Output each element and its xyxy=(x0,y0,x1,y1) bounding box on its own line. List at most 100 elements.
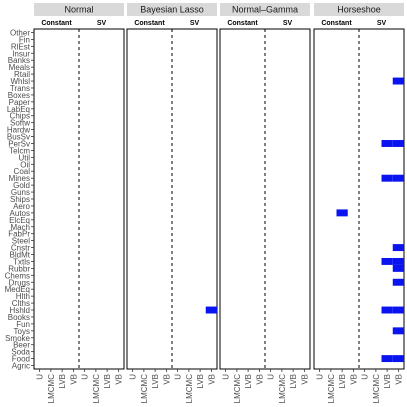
heatmap-cell xyxy=(392,306,404,314)
y-tick-label: Rtail xyxy=(14,70,30,79)
y-tick-label: FabPr xyxy=(8,230,30,239)
x-tick-label: LVB xyxy=(383,374,392,389)
y-tick-label: Fun xyxy=(16,320,30,329)
x-tick-label: U xyxy=(36,374,45,380)
subfacet-label-sv: SV xyxy=(377,20,387,27)
y-tick-label: Fin xyxy=(19,35,30,44)
x-tick-label: VB xyxy=(394,374,403,385)
x-tick-label: VB xyxy=(162,374,171,385)
heatmap-cell xyxy=(392,257,404,265)
heatmap-cell xyxy=(392,355,404,363)
y-tick-label: Meals xyxy=(9,63,30,72)
x-tick-label: LMCMC xyxy=(92,374,101,404)
y-tick-label: Chips xyxy=(10,112,30,121)
y-tick-label: Clths xyxy=(12,299,30,308)
subfacet-strip xyxy=(314,16,404,29)
facet-strip xyxy=(34,3,124,16)
x-tick-label: U xyxy=(129,374,138,380)
facet-strip xyxy=(127,3,217,16)
y-tick-label: Chems xyxy=(5,271,30,280)
x-tick-label: LMCMC xyxy=(327,374,336,404)
x-tick-label: U xyxy=(361,374,370,380)
x-tick-label: U xyxy=(316,374,325,380)
y-tick-label: Hshld xyxy=(10,306,30,315)
y-tick-label: Mach xyxy=(10,223,30,232)
y-tick-label: Txtls xyxy=(13,257,30,266)
y-tick-label: Gold xyxy=(13,181,30,190)
x-tick-label: U xyxy=(81,374,90,380)
y-tick-label: LabEq xyxy=(7,105,30,114)
y-tick-label: Books xyxy=(8,313,30,322)
heatmap-cell xyxy=(392,140,404,147)
y-tick-label: BusSv xyxy=(7,133,30,142)
y-tick-label: Smoke xyxy=(5,334,30,343)
facet-strip xyxy=(314,3,404,16)
x-tick-label: LVB xyxy=(103,374,112,389)
x-tick-label: VB xyxy=(69,374,78,385)
x-tick-label: LVB xyxy=(196,374,205,389)
y-tick-label: Boxes xyxy=(8,91,30,100)
facet-label: Bayesian Lasso xyxy=(140,5,204,15)
y-tick-label: Insur xyxy=(12,49,30,58)
y-tick-label: Toys xyxy=(14,327,30,336)
heatmap-cell xyxy=(381,140,393,147)
x-tick-label: LMCMC xyxy=(278,374,287,404)
facet-label: Normal–Gamma xyxy=(232,5,298,15)
y-tick-label: Util xyxy=(18,153,30,162)
subfacet-strip xyxy=(34,16,124,29)
facet-strip xyxy=(220,3,310,16)
y-tick-label: RlEst xyxy=(11,42,31,51)
y-tick-label: Other xyxy=(10,28,30,37)
facet-label: Horseshoe xyxy=(337,5,381,15)
y-tick-label: Oil xyxy=(20,160,30,169)
y-tick-label: ElcEq xyxy=(9,216,30,225)
heatmap-cell xyxy=(381,174,393,182)
x-tick-label: VB xyxy=(349,374,358,385)
y-tick-label: Aero xyxy=(13,202,30,211)
heatmap-cell xyxy=(392,77,404,85)
y-tick-label: Food xyxy=(12,355,30,364)
heatmap-cell xyxy=(381,355,393,363)
subfacet-label-sv: SV xyxy=(283,20,293,27)
y-tick-label: Hlth xyxy=(16,292,30,301)
subfacet-label-sv: SV xyxy=(190,20,200,27)
x-tick-label: LMCMC xyxy=(233,374,242,404)
x-tick-label: LMCMC xyxy=(185,374,194,404)
x-tick-label: LVB xyxy=(289,374,298,389)
x-tick-label: LVB xyxy=(244,374,253,389)
heatmap-cell xyxy=(392,327,404,335)
heatmap-cell xyxy=(205,306,217,314)
x-tick-label: VB xyxy=(255,374,264,385)
y-tick-label: PerSv xyxy=(8,139,30,148)
heatmap-cell xyxy=(392,244,404,252)
subfacet-label-constant: Constant xyxy=(41,20,72,27)
y-tick-label: Whlsl xyxy=(10,77,30,86)
y-tick-label: Ships xyxy=(10,195,30,204)
y-tick-label: Autos xyxy=(10,209,30,218)
y-tick-label: Agric xyxy=(12,362,30,371)
subfacet-label-sv: SV xyxy=(97,20,107,27)
heatmap-cell xyxy=(381,257,393,265)
heatmap-cell xyxy=(392,174,404,182)
x-tick-label: LVB xyxy=(151,374,160,389)
x-tick-label: U xyxy=(174,374,183,380)
y-tick-label: Guns xyxy=(11,188,30,197)
facet-label: Normal xyxy=(64,5,93,15)
x-tick-label: LMCMC xyxy=(372,374,381,404)
x-tick-label: U xyxy=(222,374,231,380)
subfacet-label-constant: Constant xyxy=(227,20,258,27)
y-tick-label: Beer xyxy=(13,341,30,350)
y-tick-label: Softw xyxy=(10,119,30,128)
y-tick-label: Paper xyxy=(9,98,31,107)
y-tick-label: Coal xyxy=(14,167,31,176)
y-tick-label: Mines xyxy=(9,174,30,183)
y-tick-label: Cnstr xyxy=(11,244,30,253)
x-tick-label: VB xyxy=(207,374,216,385)
x-tick-label: LVB xyxy=(338,374,347,389)
y-tick-label: BldMt xyxy=(10,251,31,260)
heatmap-cell xyxy=(392,278,404,286)
x-tick-label: LMCMC xyxy=(47,374,56,404)
heatmap-cell xyxy=(381,306,393,314)
y-tick-label: Hardw xyxy=(7,126,30,135)
